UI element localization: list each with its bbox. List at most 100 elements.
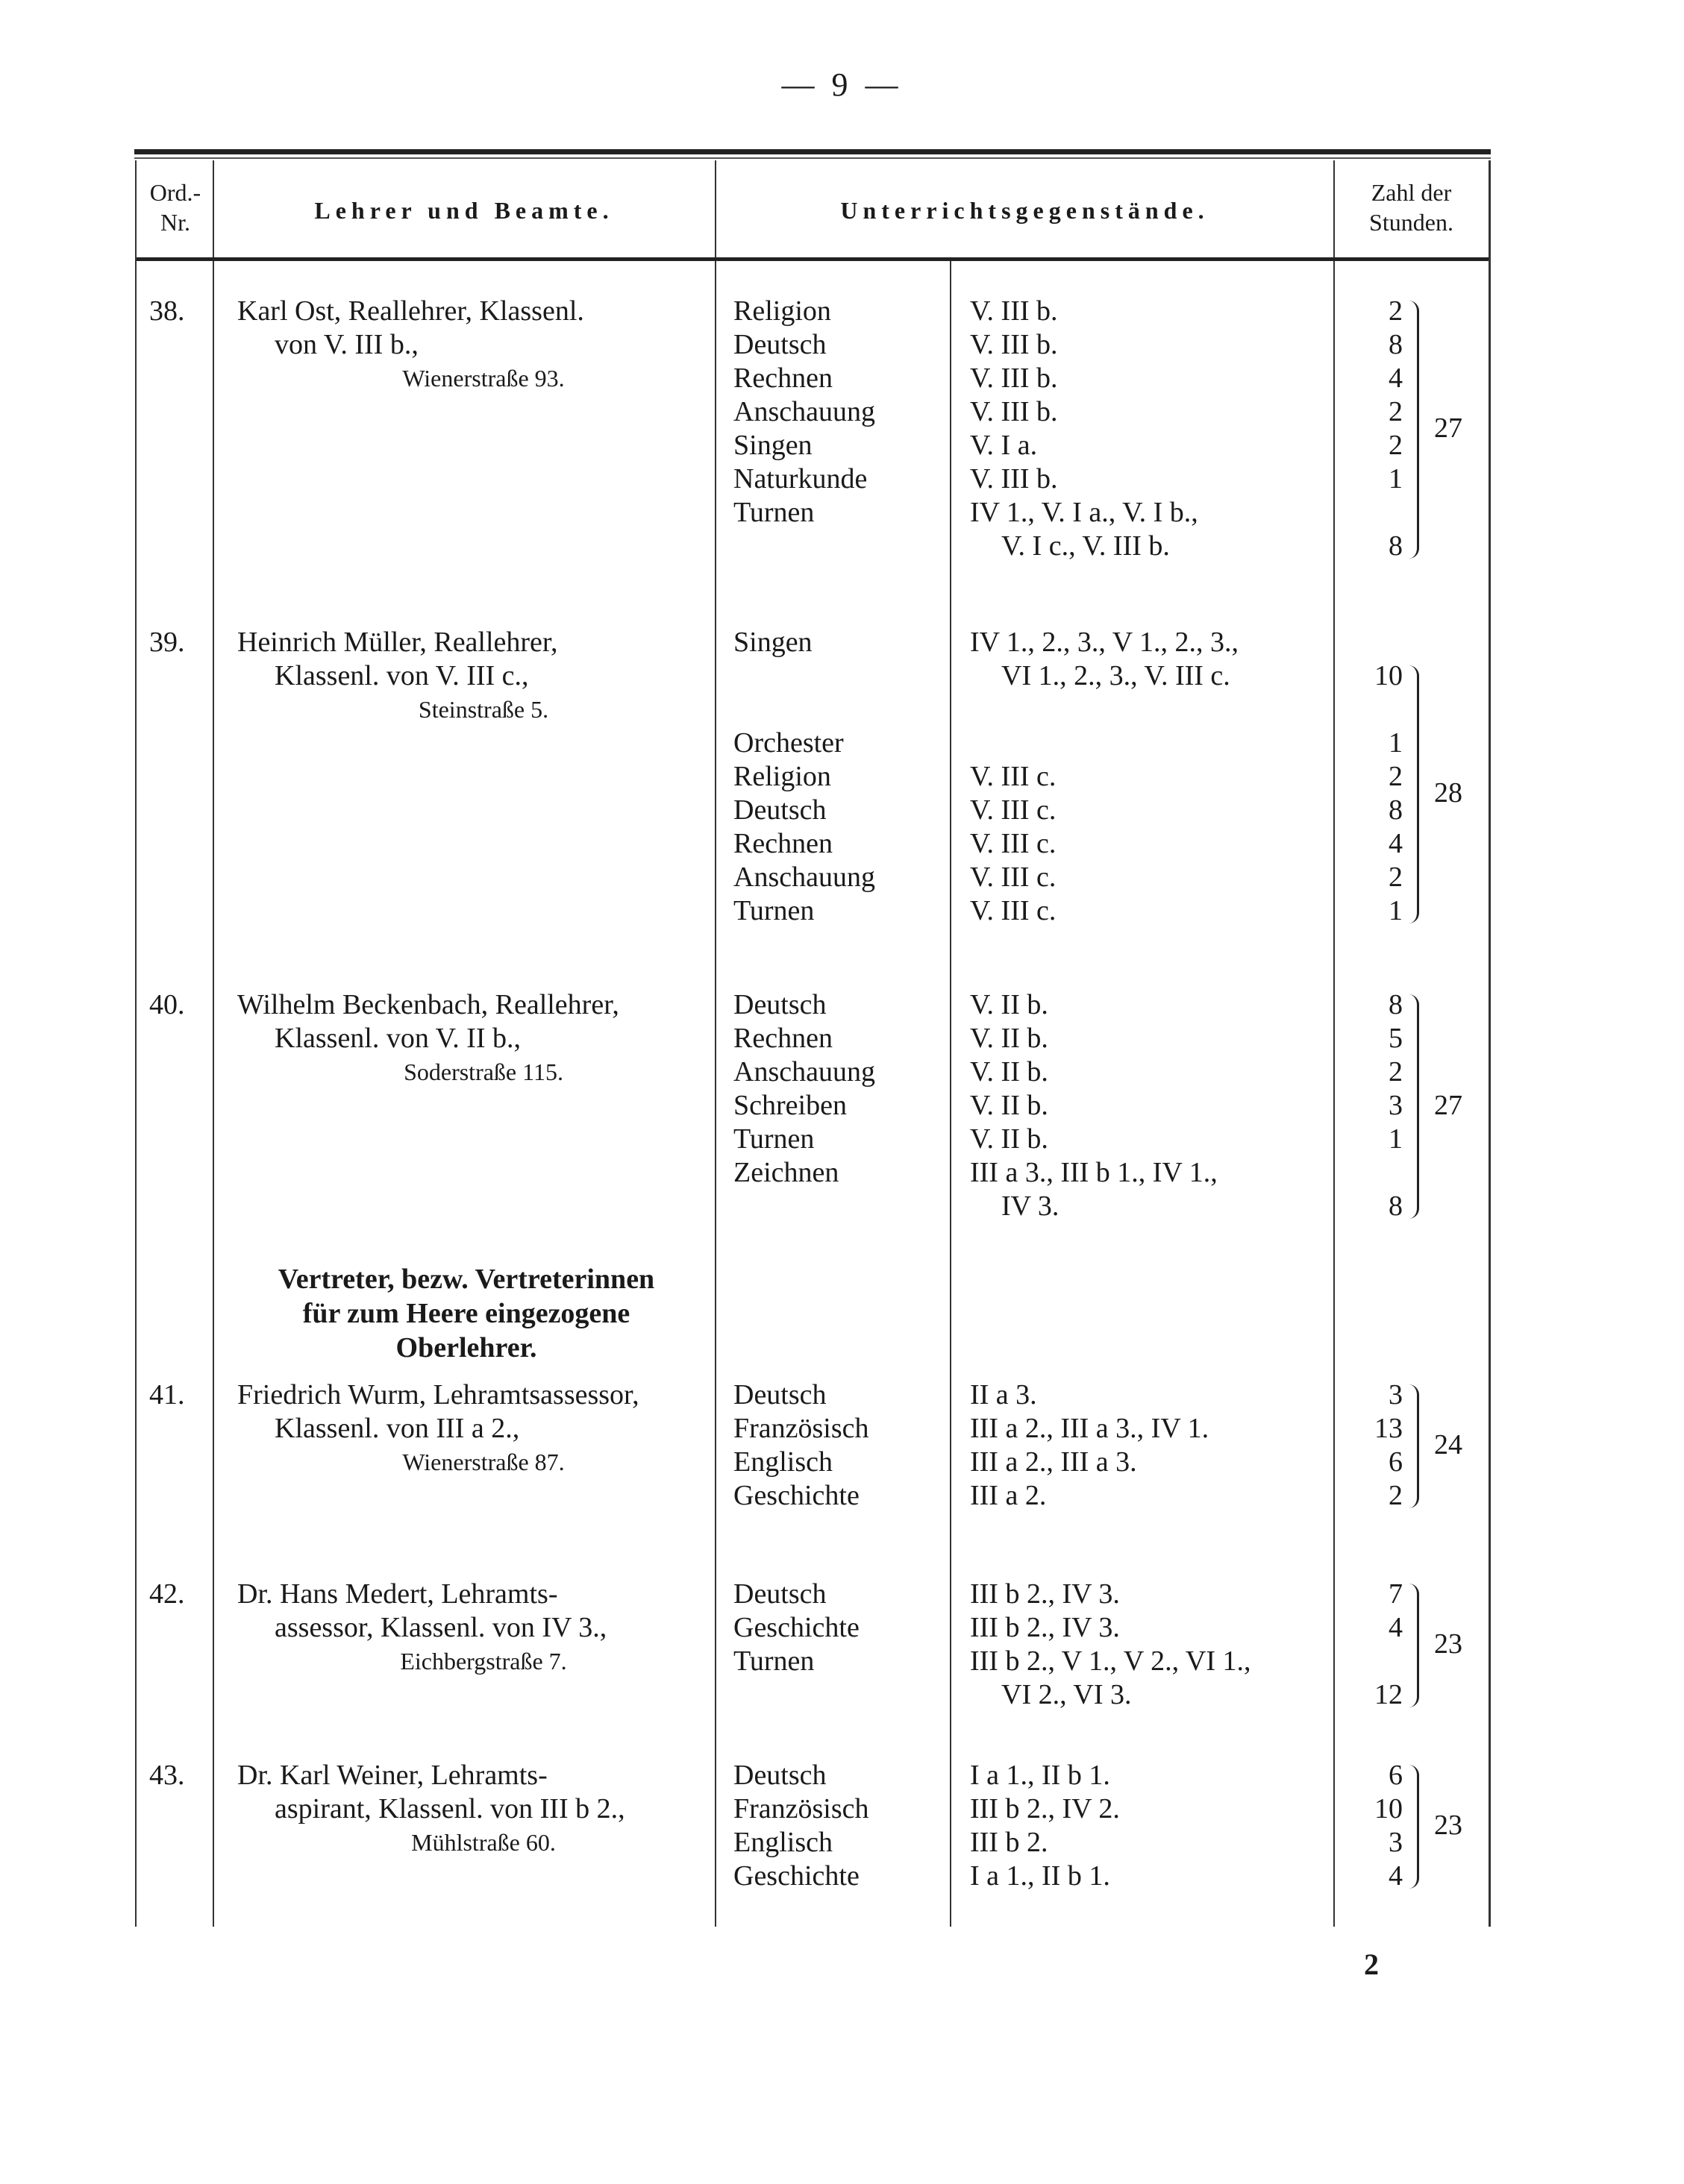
classes-text: V. III b. [970, 363, 1058, 394]
subject: Geschichte [733, 1480, 860, 1511]
classes-text: III b 2., IV 3. [970, 1612, 1120, 1643]
hours: 1 [1389, 895, 1403, 926]
signature-mark: 2 [1364, 1948, 1379, 1981]
subject: Deutsch [733, 1578, 827, 1610]
classes: III b 2., IV 3. [970, 1578, 1120, 1611]
classes: III b 2. [970, 1826, 1048, 1860]
subject: Schreiben [733, 1090, 847, 1121]
entry-number: 43. [149, 1760, 185, 1791]
subject: Deutsch [733, 329, 827, 360]
classes-text: II a 3. [970, 1379, 1037, 1410]
classes: V. III b. [970, 328, 1058, 362]
hours: 8 [1389, 329, 1403, 360]
classes: VI 1., 2., 3., V. III c. [970, 659, 1230, 693]
teacher-name-line: assessor, Klassenl. von IV 3., [275, 1612, 607, 1643]
classes-text: V. III c. [970, 794, 1057, 826]
column-divider [950, 261, 951, 1927]
classes: V. I c., V. III b. [970, 530, 1170, 563]
classes: V. III b. [970, 362, 1058, 395]
classes: I a 1., II b 1. [970, 1860, 1110, 1893]
hours: 3 [1389, 1379, 1403, 1410]
teacher-name: Dr. Hans Medert, Lehramts-assessor, Klas… [237, 1578, 715, 1678]
table-border-left [135, 160, 137, 1927]
subject: Turnen [733, 1123, 815, 1155]
hours: 2 [1389, 396, 1403, 427]
subject: Englisch [733, 1446, 833, 1478]
classes-text: V. II b. [970, 1090, 1048, 1121]
classes: IV 1., 2., 3., V 1., 2., 3., [970, 626, 1239, 659]
table-border-right [1489, 160, 1491, 1927]
top-rule [134, 149, 1491, 154]
classes: IV 1., V. I a., V. I b., [970, 496, 1198, 530]
hours: 1 [1389, 1123, 1403, 1155]
classes: III b 2., IV 3. [970, 1611, 1120, 1645]
classes-text: III b 2. [970, 1827, 1048, 1858]
hours: 8 [1389, 530, 1403, 562]
classes-text: V. III c. [970, 895, 1057, 926]
subject: Deutsch [733, 989, 827, 1020]
total-hours: 23 [1434, 1628, 1462, 1660]
classes: V. III b. [970, 395, 1058, 429]
subject: Orchester [733, 727, 844, 759]
classes: V. II b. [970, 988, 1048, 1022]
classes-text: V. III c. [970, 862, 1057, 893]
hours: 10 [1374, 660, 1403, 691]
hours: 3 [1389, 1090, 1403, 1121]
classes: III a 3., III b 1., IV 1., [970, 1156, 1218, 1190]
hours: 2 [1389, 761, 1403, 792]
header-hours-line: Zahl der [1371, 179, 1452, 206]
subject: Turnen [733, 497, 815, 528]
classes-text: V. III c. [970, 828, 1057, 859]
classes: V. III c. [970, 760, 1056, 794]
hours: 1 [1389, 727, 1403, 759]
classes: III a 2., III a 3., IV 1. [970, 1412, 1209, 1446]
classes-text: V. II b. [970, 1123, 1048, 1155]
header-rule [137, 257, 1489, 261]
brace [1406, 665, 1419, 923]
subject: Anschauung [733, 396, 875, 427]
subject: Deutsch [733, 1760, 827, 1791]
hours: 5 [1389, 1023, 1403, 1054]
column-divider [213, 160, 214, 1927]
hours: 10 [1374, 1793, 1403, 1824]
subject: Religion [733, 295, 831, 327]
hours: 6 [1389, 1446, 1403, 1478]
hours: 2 [1389, 430, 1403, 461]
hours: 2 [1389, 1056, 1403, 1088]
classes: II a 3. [970, 1378, 1037, 1412]
subject: Rechnen [733, 1023, 833, 1054]
header-nr: Ord.- Nr. [138, 178, 213, 237]
classes: V. III c. [970, 827, 1056, 861]
subject: Rechnen [733, 828, 833, 859]
section-heading-line: Vertreter, bezw. Vertreterinnen [278, 1264, 655, 1295]
subject: Französisch [733, 1793, 869, 1824]
subject: Englisch [733, 1827, 833, 1858]
brace [1406, 1765, 1419, 1889]
classes: V. III b. [970, 295, 1058, 328]
hours: 8 [1389, 989, 1403, 1020]
total-hours: 28 [1434, 777, 1462, 809]
header-hours-line: Stunden. [1369, 209, 1453, 236]
hours: 7 [1389, 1578, 1403, 1610]
subject: Deutsch [733, 794, 827, 826]
classes: V. III b. [970, 462, 1058, 496]
classes: III b 2., IV 2. [970, 1792, 1120, 1826]
hours: 8 [1389, 1190, 1403, 1222]
classes-text: III a 2., III a 3., IV 1. [970, 1413, 1209, 1444]
brace [1406, 1384, 1419, 1508]
classes: I a 1., II b 1. [970, 1759, 1110, 1792]
entry-number: 41. [149, 1379, 185, 1410]
classes-text: V. I a. [970, 430, 1038, 461]
header-nr-line: Ord.- [149, 179, 201, 206]
hours: 1 [1389, 463, 1403, 495]
teacher-name-line: Dr. Hans Medert, Lehramts- [237, 1578, 558, 1610]
teacher-name-line: Friedrich Wurm, Lehramtsassessor, [237, 1379, 639, 1410]
classes-text: III a 3., III b 1., IV 1., [970, 1157, 1218, 1188]
teacher-name-line: Karl Ost, Reallehrer, Klassenl. [237, 295, 584, 327]
classes: V. III c. [970, 894, 1056, 928]
subject: Deutsch [733, 1379, 827, 1410]
hours: 2 [1389, 295, 1403, 327]
classes-text: V. III b. [970, 396, 1058, 427]
hours: 13 [1374, 1413, 1403, 1444]
classes: V. II b. [970, 1089, 1048, 1123]
